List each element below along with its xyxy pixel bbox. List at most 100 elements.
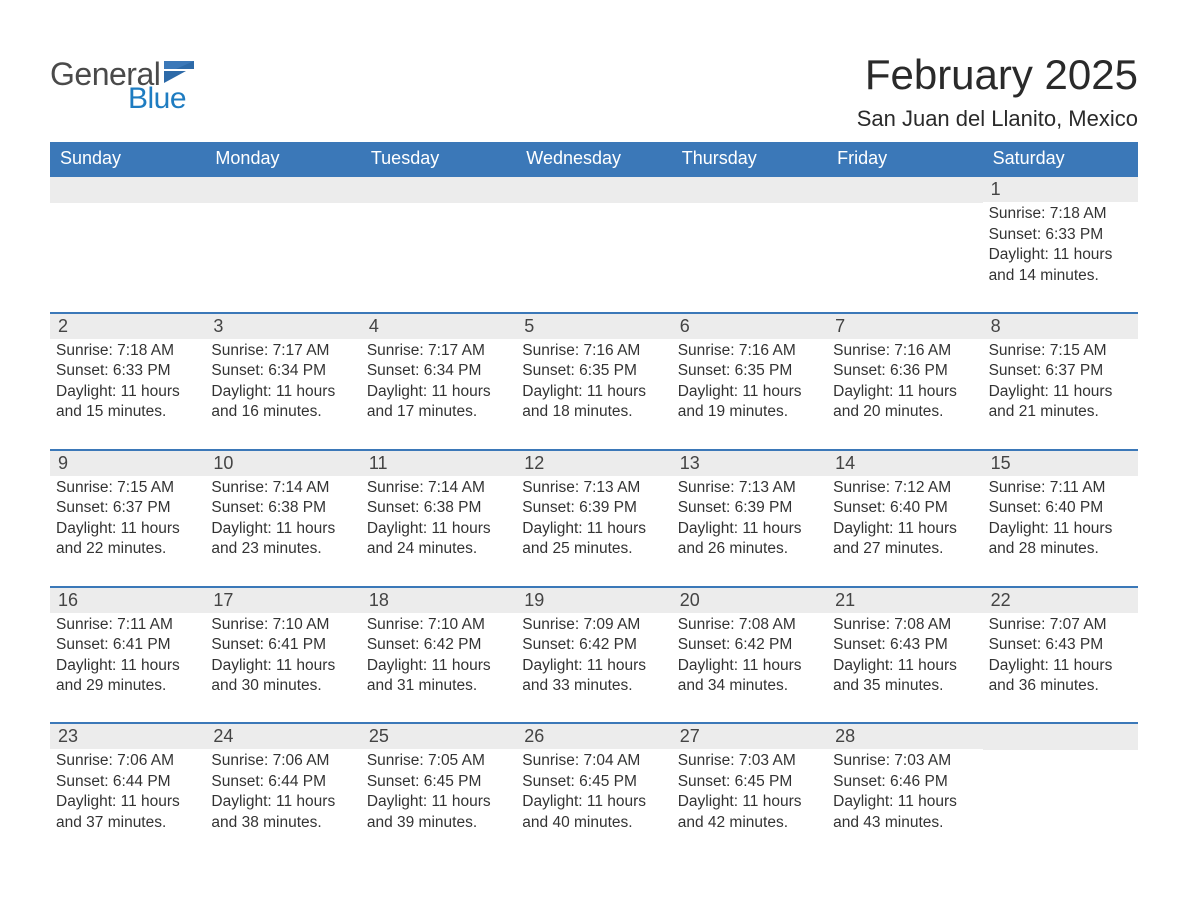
calendar-day: 10 Sunrise: 7:14 AMSunset: 6:38 PMDayligh… xyxy=(205,451,360,566)
day-number-row xyxy=(361,177,516,203)
title-block: February 2025 San Juan del Llanito, Mexi… xyxy=(857,52,1138,132)
day-of-week-cell: Sunday xyxy=(50,142,205,177)
day-number-row: 28 xyxy=(827,724,982,749)
calendar-day xyxy=(361,177,516,292)
day-number: 17 xyxy=(213,590,233,610)
day-number: 14 xyxy=(835,453,855,473)
header: General Blue February 2025 San Juan del … xyxy=(50,52,1138,132)
day-number: 19 xyxy=(524,590,544,610)
day-details: Sunrise: 7:08 AMSunset: 6:43 PMDaylight:… xyxy=(833,615,974,697)
day-details: Sunrise: 7:18 AMSunset: 6:33 PMDaylight:… xyxy=(989,204,1130,286)
day-number: 28 xyxy=(835,726,855,746)
day-of-week-cell: Monday xyxy=(205,142,360,177)
day-number: 12 xyxy=(524,453,544,473)
day-number-row: 24 xyxy=(205,724,360,749)
day-details: Sunrise: 7:11 AMSunset: 6:40 PMDaylight:… xyxy=(989,478,1130,560)
day-details: Sunrise: 7:04 AMSunset: 6:45 PMDaylight:… xyxy=(522,751,663,833)
day-details: Sunrise: 7:15 AMSunset: 6:37 PMDaylight:… xyxy=(989,341,1130,423)
day-details: Sunrise: 7:16 AMSunset: 6:36 PMDaylight:… xyxy=(833,341,974,423)
day-number-row xyxy=(827,177,982,203)
calendar-day xyxy=(205,177,360,292)
day-details: Sunrise: 7:06 AMSunset: 6:44 PMDaylight:… xyxy=(211,751,352,833)
day-number xyxy=(835,179,840,199)
calendar-day xyxy=(50,177,205,292)
calendar-day: 24Sunrise: 7:06 AMSunset: 6:44 PMDayligh… xyxy=(205,724,360,839)
day-details: Sunrise: 7:12 AMSunset: 6:40 PMDaylight:… xyxy=(833,478,974,560)
day-details: Sunrise: 7:09 AMSunset: 6:42 PMDaylight:… xyxy=(522,615,663,697)
day-number-row: 23 xyxy=(50,724,205,749)
day-number-row: 8 xyxy=(983,314,1138,339)
day-number: 10 xyxy=(213,453,233,473)
day-number-row: 4 xyxy=(361,314,516,339)
day-number: 25 xyxy=(369,726,389,746)
calendar-day: 16 Sunrise: 7:11 AMSunset: 6:41 PMDayligh… xyxy=(50,588,205,703)
calendar-day: 11Sunrise: 7:14 AMSunset: 6:38 PMDayligh… xyxy=(361,451,516,566)
calendar-week: 16 Sunrise: 7:11 AMSunset: 6:41 PMDayligh… xyxy=(50,586,1138,703)
calendar-day: 15Sunrise: 7:11 AMSunset: 6:40 PMDayligh… xyxy=(983,451,1138,566)
logo: General Blue xyxy=(50,52,198,116)
day-number: 7 xyxy=(835,316,845,336)
day-details: Sunrise: 7:14 AMSunset: 6:38 PMDaylight:… xyxy=(211,478,352,560)
calendar-day: 5Sunrise: 7:16 AMSunset: 6:35 PMDaylight… xyxy=(516,314,671,429)
calendar-day: 21 Sunrise: 7:08 AMSunset: 6:43 PMDayligh… xyxy=(827,588,982,703)
calendar-day: 7 Sunrise: 7:16 AMSunset: 6:36 PMDaylight… xyxy=(827,314,982,429)
day-details: Sunrise: 7:05 AMSunset: 6:45 PMDaylight:… xyxy=(367,751,508,833)
day-number-row xyxy=(205,177,360,203)
day-number-row: 13 xyxy=(672,451,827,476)
day-number: 11 xyxy=(369,453,388,473)
calendar: SundayMondayTuesdayWednesdayThursdayFrid… xyxy=(50,142,1138,839)
day-number-row: 19 xyxy=(516,588,671,613)
calendar-day: 1Sunrise: 7:18 AMSunset: 6:33 PMDaylight… xyxy=(983,177,1138,292)
day-number-row: 26 xyxy=(516,724,671,749)
calendar-day: 6 Sunrise: 7:16 AMSunset: 6:35 PMDaylight… xyxy=(672,314,827,429)
day-number: 13 xyxy=(680,453,700,473)
calendar-day: 2Sunrise: 7:18 AMSunset: 6:33 PMDaylight… xyxy=(50,314,205,429)
calendar-week: 9Sunrise: 7:15 AMSunset: 6:37 PMDaylight… xyxy=(50,449,1138,566)
day-number-row xyxy=(672,177,827,203)
day-details: Sunrise: 7:18 AMSunset: 6:33 PMDaylight:… xyxy=(56,341,197,423)
calendar-week: 23 Sunrise: 7:06 AMSunset: 6:44 PMDayligh… xyxy=(50,722,1138,839)
day-number-row: 16 xyxy=(50,588,205,613)
day-number-row: 17 xyxy=(205,588,360,613)
day-number-row: 25 xyxy=(361,724,516,749)
day-number-row: 10 xyxy=(205,451,360,476)
day-number-row: 22 xyxy=(983,588,1138,613)
calendar-day: 13Sunrise: 7:13 AMSunset: 6:39 PMDayligh… xyxy=(672,451,827,566)
day-number: 5 xyxy=(524,316,534,336)
page: General Blue February 2025 San Juan del … xyxy=(0,0,1188,879)
day-number-row: 2 xyxy=(50,314,205,339)
day-details: Sunrise: 7:17 AMSunset: 6:34 PMDaylight:… xyxy=(211,341,352,423)
day-details: Sunrise: 7:16 AMSunset: 6:35 PMDaylight:… xyxy=(678,341,819,423)
day-number: 4 xyxy=(369,316,379,336)
day-number-row xyxy=(516,177,671,203)
day-number: 26 xyxy=(524,726,544,746)
logo-text-blue: Blue xyxy=(128,82,186,116)
calendar-day: 27Sunrise: 7:03 AMSunset: 6:45 PMDayligh… xyxy=(672,724,827,839)
day-details: Sunrise: 7:11 AMSunset: 6:41 PMDaylight:… xyxy=(56,615,197,697)
day-of-week-cell: Wednesday xyxy=(516,142,671,177)
day-number: 8 xyxy=(991,316,1001,336)
day-number-row: 15 xyxy=(983,451,1138,476)
day-details: Sunrise: 7:17 AMSunset: 6:34 PMDaylight:… xyxy=(367,341,508,423)
calendar-day: 23Sunrise: 7:06 AMSunset: 6:44 PMDayligh… xyxy=(50,724,205,839)
calendar-day xyxy=(672,177,827,292)
day-number: 22 xyxy=(991,590,1011,610)
day-number: 23 xyxy=(58,726,78,746)
day-number-row: 12 xyxy=(516,451,671,476)
day-number: 6 xyxy=(680,316,690,336)
day-number xyxy=(369,179,374,199)
day-number-row: 14 xyxy=(827,451,982,476)
day-number-row: 5 xyxy=(516,314,671,339)
day-number: 16 xyxy=(58,590,78,610)
day-of-week-cell: Tuesday xyxy=(361,142,516,177)
calendar-day: 17Sunrise: 7:10 AMSunset: 6:41 PMDayligh… xyxy=(205,588,360,703)
day-of-week-cell: Saturday xyxy=(983,142,1138,177)
calendar-day: 3Sunrise: 7:17 AMSunset: 6:34 PMDaylight… xyxy=(205,314,360,429)
calendar-day: 9Sunrise: 7:15 AMSunset: 6:37 PMDaylight… xyxy=(50,451,205,566)
day-number: 20 xyxy=(680,590,700,610)
day-of-week-header: SundayMondayTuesdayWednesdayThursdayFrid… xyxy=(50,142,1138,177)
day-details: Sunrise: 7:03 AMSunset: 6:46 PMDaylight:… xyxy=(833,751,974,833)
location: San Juan del Llanito, Mexico xyxy=(857,106,1138,132)
day-number: 21 xyxy=(835,590,855,610)
calendar-day: 20Sunrise: 7:08 AMSunset: 6:42 PMDayligh… xyxy=(672,588,827,703)
